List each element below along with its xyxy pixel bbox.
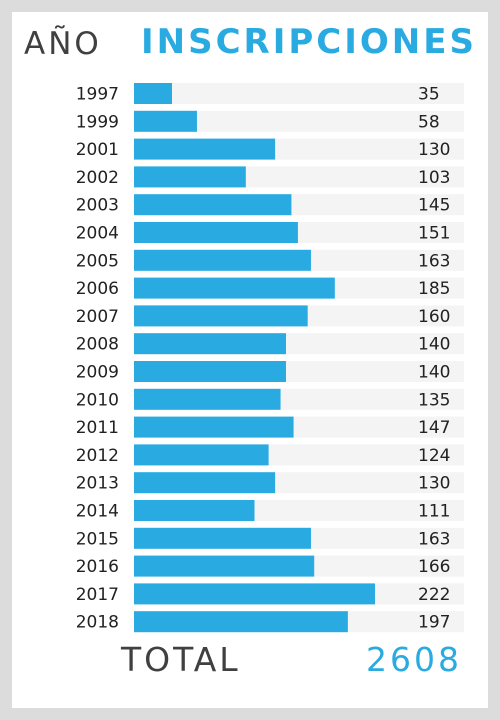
bar-2008 xyxy=(134,333,286,355)
year-label: 2006 xyxy=(76,279,119,299)
value-label: 124 xyxy=(418,446,450,466)
value-label: 160 xyxy=(418,307,450,327)
year-label: 2004 xyxy=(76,224,119,244)
enrollments-column-header: INSCRIPCIONES xyxy=(141,22,477,62)
value-label: 130 xyxy=(418,474,450,494)
bar-2012 xyxy=(134,444,269,466)
year-label: 1997 xyxy=(76,85,119,105)
bar-2010 xyxy=(134,388,281,410)
year-label: 2003 xyxy=(76,196,119,216)
value-label: 135 xyxy=(418,390,450,410)
total-label: TOTAL xyxy=(121,640,241,679)
bar-2013 xyxy=(134,472,276,494)
value-label: 130 xyxy=(418,140,450,160)
value-label: 103 xyxy=(418,168,450,188)
bar-2011 xyxy=(134,416,294,438)
year-label: 2005 xyxy=(76,251,119,271)
bar-2004 xyxy=(134,222,298,243)
bar-2006 xyxy=(134,277,335,299)
year-label: 2002 xyxy=(76,168,119,188)
value-label: 185 xyxy=(418,279,450,299)
year-label: 2008 xyxy=(76,335,119,355)
bar-2003 xyxy=(134,194,292,216)
value-label: 111 xyxy=(418,502,450,522)
year-label: 2015 xyxy=(76,529,119,549)
total-value: 2608 xyxy=(366,640,462,679)
year-label: 2001 xyxy=(76,140,119,160)
year-label: 2017 xyxy=(76,585,119,605)
year-label: 2013 xyxy=(76,474,119,494)
value-label: 35 xyxy=(418,85,440,105)
bar-1997 xyxy=(134,83,172,104)
bar-1999 xyxy=(134,110,197,132)
bar-2018 xyxy=(134,611,348,633)
bar-2009 xyxy=(134,361,286,382)
value-label: 166 xyxy=(418,557,450,577)
year-label: 2007 xyxy=(76,307,119,327)
value-label: 197 xyxy=(418,613,450,633)
bar-2002 xyxy=(134,166,246,188)
value-label: 58 xyxy=(418,112,440,132)
year-label: 2014 xyxy=(76,502,119,522)
value-label: 163 xyxy=(418,529,450,549)
value-label: 163 xyxy=(418,251,450,271)
value-label: 140 xyxy=(418,363,450,383)
year-label: 2018 xyxy=(76,613,119,633)
year-label: 2011 xyxy=(76,418,119,438)
bar-2017 xyxy=(134,583,375,605)
bar-2005 xyxy=(134,249,311,271)
year-label: 2009 xyxy=(76,363,119,383)
value-label: 145 xyxy=(418,196,450,216)
bar-2014 xyxy=(134,500,255,521)
bar-track xyxy=(134,83,464,104)
year-label: 2016 xyxy=(76,557,119,577)
year-label: 2012 xyxy=(76,446,119,466)
year-label: 2010 xyxy=(76,390,119,410)
value-label: 147 xyxy=(418,418,450,438)
year-column-header: AÑO xyxy=(24,26,102,62)
bar-2016 xyxy=(134,555,315,577)
bar-2007 xyxy=(134,305,308,327)
bar-2001 xyxy=(134,138,276,160)
value-label: 151 xyxy=(418,224,450,244)
year-label: 1999 xyxy=(76,112,119,132)
value-label: 140 xyxy=(418,335,450,355)
bar-2015 xyxy=(134,527,311,549)
bar-track xyxy=(134,110,464,132)
value-label: 222 xyxy=(418,585,450,605)
